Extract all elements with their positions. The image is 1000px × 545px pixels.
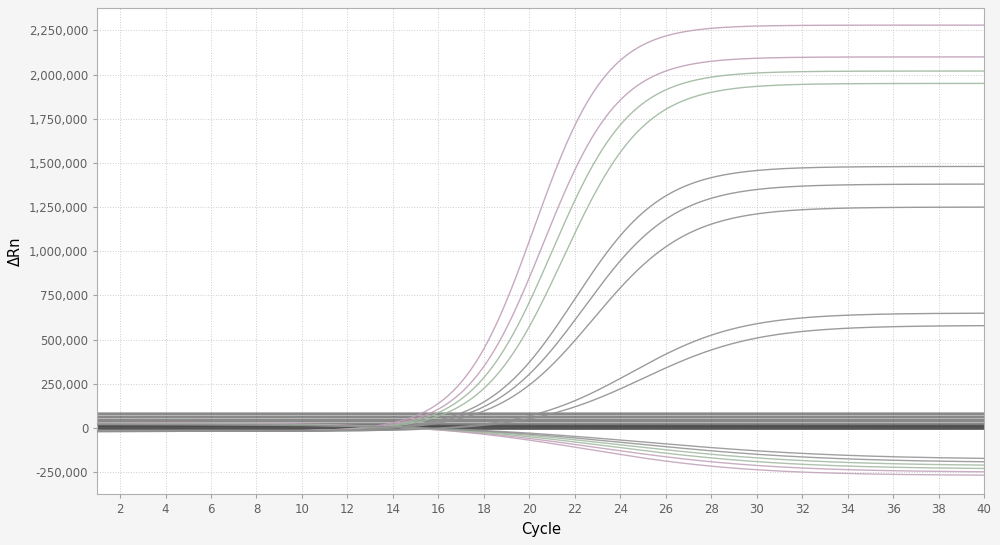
X-axis label: Cycle: Cycle [521, 522, 561, 537]
Y-axis label: ΔRn: ΔRn [8, 237, 23, 266]
